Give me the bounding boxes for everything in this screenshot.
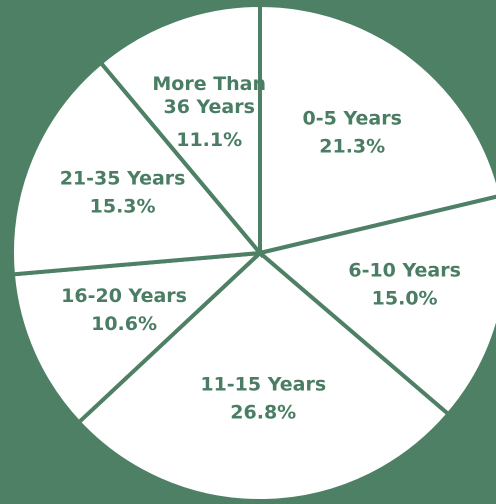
slice-label: 0-5 Years xyxy=(303,108,402,130)
pie-slice xyxy=(255,194,496,418)
pie-slice xyxy=(75,250,452,503)
pie-slice xyxy=(258,2,496,256)
slice-label: 11-15 Years xyxy=(200,373,326,395)
slice-value-label: 15.0% xyxy=(372,287,438,309)
slice-value-label: 10.6% xyxy=(91,313,157,335)
slice-value-label: 26.8% xyxy=(230,401,296,423)
pie-slice xyxy=(10,59,264,277)
slice-label: 21-35 Years xyxy=(60,167,186,189)
slice-value-label: 15.3% xyxy=(90,195,156,217)
pie-slice xyxy=(98,2,262,259)
slice-value-label: 11.1% xyxy=(176,129,242,151)
slice-label: More Than 36 Years xyxy=(152,73,266,118)
slice-value-label: 21.3% xyxy=(319,136,385,158)
slice-label: 6-10 Years xyxy=(348,259,461,281)
slice-label: 16-20 Years xyxy=(61,285,187,307)
pie-slice xyxy=(10,250,266,426)
